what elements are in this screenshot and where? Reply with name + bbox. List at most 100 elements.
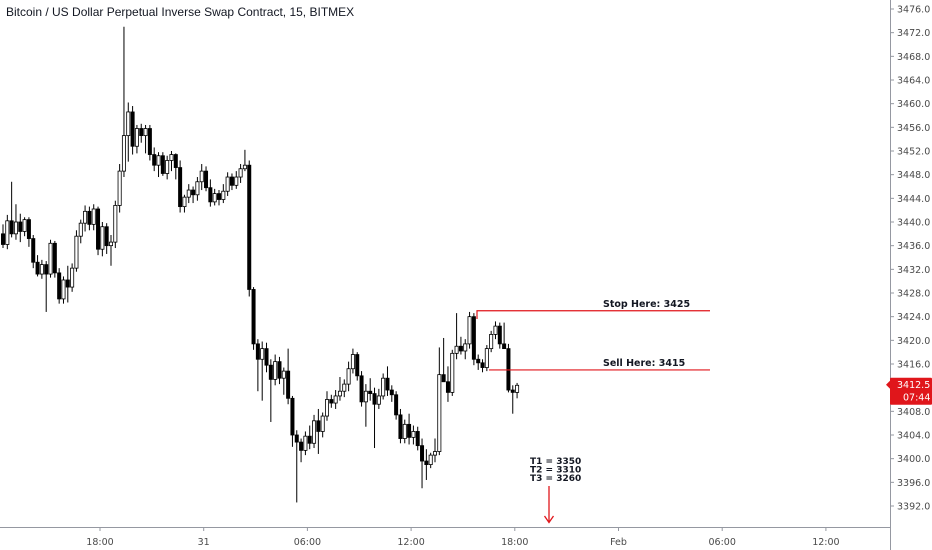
candle-body-down — [307, 435, 312, 444]
last-price-value: 3412.5 — [897, 380, 930, 391]
time-tick-label: 18:00 — [86, 537, 113, 548]
candle-body-up — [324, 399, 329, 417]
candle-body-up — [13, 221, 18, 235]
candle-body-up — [100, 226, 105, 250]
price-tick-label: 3416.0 — [897, 360, 930, 371]
candle-body-down — [286, 370, 291, 399]
price-axis[interactable]: 3476.0 3472.0 3468.0 3464.0 3460.0 3456.0 3452… — [890, 0, 930, 550]
candle — [333, 390, 338, 409]
candle-body-down — [394, 394, 399, 416]
price-tick-label: 3460.0 — [897, 99, 930, 110]
stop-label: Stop Here: 3425 — [603, 299, 690, 310]
price-tick-label: 3456.0 — [897, 123, 930, 134]
candle-body-up — [515, 384, 520, 393]
time-tick-label: 06:00 — [709, 537, 736, 548]
candle-body-down — [355, 354, 360, 377]
candle — [9, 181, 14, 238]
candle-body-down — [44, 264, 49, 275]
candle-body-up — [74, 235, 79, 269]
candle-body-down — [385, 377, 390, 391]
candle — [350, 348, 355, 374]
candle — [268, 359, 273, 422]
candle — [303, 431, 308, 456]
candle-body-up — [221, 190, 226, 200]
candle — [48, 239, 53, 278]
candle-body-up — [281, 370, 286, 379]
candle-body-up — [134, 128, 139, 147]
candle-body-up — [242, 164, 247, 170]
price-tick-label: 3452.0 — [897, 147, 930, 158]
candle — [44, 261, 49, 312]
candle-body-down — [398, 414, 403, 439]
price-tick-label: 3404.0 — [897, 431, 930, 442]
candle — [216, 190, 221, 206]
candle-body-down — [18, 221, 23, 232]
candle — [463, 339, 468, 360]
candle — [476, 354, 481, 370]
candle-body-down — [152, 154, 157, 166]
candle — [186, 184, 191, 204]
candle-body-up — [320, 415, 325, 432]
candle — [389, 385, 394, 402]
candle-body-down — [290, 397, 295, 436]
candle-body-down — [316, 420, 321, 432]
candle-body-up — [346, 368, 351, 385]
price-tick-label: 3428.0 — [897, 289, 930, 300]
sell-label: Sell Here: 3415 — [603, 358, 685, 369]
candle — [260, 341, 265, 401]
candle-body-up — [212, 193, 217, 203]
candle — [411, 425, 416, 445]
candle — [445, 366, 450, 402]
candle-body-down — [480, 362, 485, 368]
candle-body-up — [260, 348, 265, 360]
candle — [109, 235, 114, 266]
candle-body-down — [268, 364, 273, 380]
candle-body-up — [91, 208, 96, 225]
candle — [35, 255, 40, 277]
candle — [104, 223, 109, 254]
candle-body-down — [52, 242, 57, 274]
price-tick-label: 3420.0 — [897, 336, 930, 347]
bar-countdown: 07:44 — [903, 393, 930, 404]
candle-body-up — [437, 374, 442, 452]
candle-body-up — [121, 135, 126, 172]
candle-body-down — [216, 193, 221, 200]
candle — [165, 155, 170, 180]
time-tick-label: 06:00 — [294, 537, 321, 548]
candle-body-up — [117, 170, 122, 206]
candle — [320, 412, 325, 438]
candle — [52, 240, 57, 278]
time-tick-label: 12:00 — [397, 537, 424, 548]
candle-body-down — [35, 261, 40, 275]
candle-body-down — [420, 445, 425, 462]
time-axis[interactable]: 18:00 31 06:00 12:00 18:00 Feb 06:00 12:00 — [0, 527, 890, 548]
candle — [204, 166, 209, 192]
candle-body-up — [428, 454, 433, 465]
candle — [26, 217, 31, 247]
candle — [57, 268, 62, 304]
candle — [18, 213, 23, 243]
candle — [0, 224, 6, 249]
candle — [506, 343, 511, 393]
candle — [173, 153, 178, 180]
candle-body-down — [191, 189, 196, 196]
candle — [31, 235, 36, 269]
candle — [191, 186, 196, 204]
price-tick-label: 3472.0 — [897, 28, 930, 39]
candle-body-down — [424, 460, 429, 465]
candle-body-down — [65, 279, 70, 288]
candle-body-down — [441, 374, 446, 383]
candle-body-up — [39, 264, 44, 275]
candle — [87, 206, 92, 231]
last-price-badge — [890, 377, 932, 405]
candle-body-down — [31, 238, 36, 263]
candle-body-down — [9, 220, 14, 235]
candle-body-up — [312, 420, 317, 444]
candle-body-up — [126, 111, 131, 137]
candle — [450, 349, 455, 396]
candle — [22, 217, 27, 237]
candle-body-up — [402, 423, 407, 439]
candle-body-down — [229, 176, 234, 186]
